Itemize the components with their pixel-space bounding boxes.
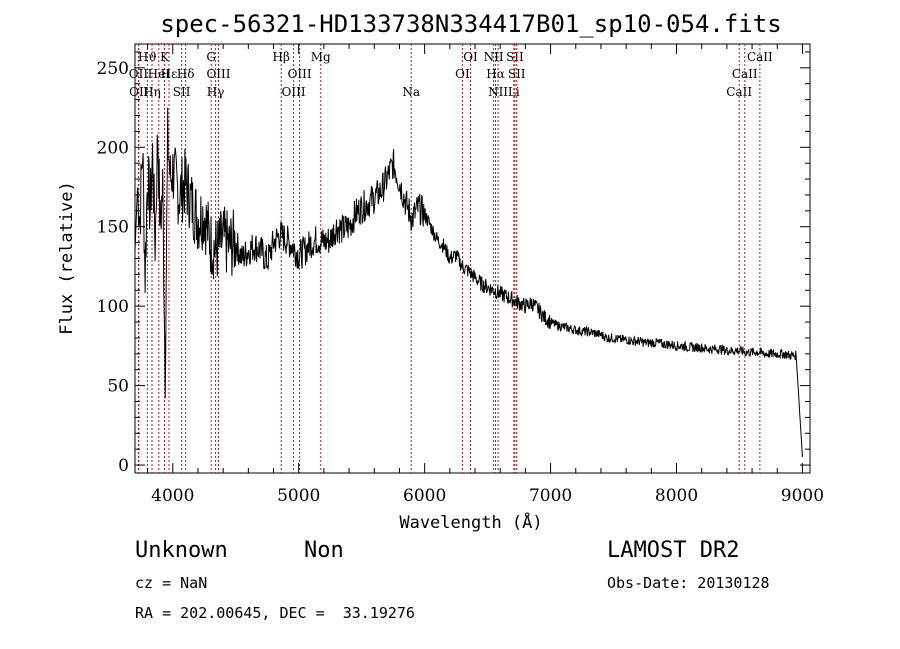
x-tick-label: 8000: [655, 486, 698, 506]
plot-frame: [134, 43, 811, 474]
spectral-line-label: Hγ: [207, 85, 225, 99]
x-tick-label: 9000: [781, 486, 824, 506]
axis-ticks: 4000 5000 6000 7000 8000 9000 0 50 100 150 200 250: [97, 44, 824, 506]
y-tick-label: 50: [107, 377, 129, 397]
emission-lines: HϑOIIOIIKHeIHηHεHδSIIGOIIIHγHβOIIIOIIIMg…: [129, 44, 773, 473]
spectral-line-label: Mg: [311, 50, 331, 64]
spectral-line-label: NII: [488, 85, 508, 99]
object-subclass: Non: [304, 538, 344, 563]
spectral-line-label: CaII: [732, 67, 758, 81]
spectral-line-label: NII: [484, 50, 504, 64]
spectral-line-label: Na: [402, 85, 420, 99]
object-class: Unknown: [135, 538, 228, 563]
spectral-line-label: OIII: [288, 67, 312, 81]
x-tick-label: 7000: [529, 486, 572, 506]
spectral-line-label: OI: [455, 67, 470, 81]
spectral-line-label: OI: [463, 50, 478, 64]
spectral-line-label: OII: [129, 85, 149, 99]
spectral-line-label: CaII: [726, 85, 752, 99]
spectral-line-label: Li: [508, 85, 520, 99]
spectral-line-label: Hβ: [273, 50, 290, 64]
x-tick-label: 4000: [151, 486, 194, 506]
y-tick-label: 250: [97, 59, 129, 79]
spectral-line-label: Hε: [161, 67, 178, 81]
spectral-line-label: SII: [508, 67, 526, 81]
obs-date: Obs-Date: 20130128: [607, 574, 770, 592]
coordinates: RA = 202.00645, DEC = 33.19276: [135, 604, 415, 622]
spectral-line-label: Hα: [486, 67, 505, 81]
spectral-line-label: OIII: [282, 85, 306, 99]
spectral-line-label: Hη: [143, 85, 161, 99]
redshift-info: cz = NaN: [135, 574, 208, 592]
spectral-line-label: Hδ: [177, 67, 195, 81]
spectral-line-label: G: [206, 50, 216, 64]
spectrum-line: [134, 107, 803, 458]
chart-title: spec-56321-HD133738N334417B01_sp10-054.f…: [160, 10, 781, 38]
y-axis-label: Flux (relative): [57, 181, 77, 335]
survey-name: LAMOST DR2: [607, 538, 740, 563]
spectral-line-label: CaII: [747, 50, 773, 64]
spectral-line-label: K: [160, 50, 170, 64]
y-tick-label: 100: [97, 297, 129, 317]
spectral-line-label: SII: [506, 50, 524, 64]
spectral-line-label: HeI: [148, 67, 171, 81]
x-axis-label: Wavelength (Å): [399, 511, 542, 533]
spectral-line-label: OIII: [206, 67, 230, 81]
spectral-line-label: SII: [173, 85, 191, 99]
y-tick-label: 150: [97, 218, 129, 238]
x-tick-label: 5000: [277, 486, 320, 506]
x-tick-label: 6000: [403, 486, 446, 506]
y-tick-label: 200: [97, 138, 129, 158]
spectral-line-label: Hϑ: [138, 50, 157, 64]
y-tick-label: 0: [118, 456, 129, 476]
